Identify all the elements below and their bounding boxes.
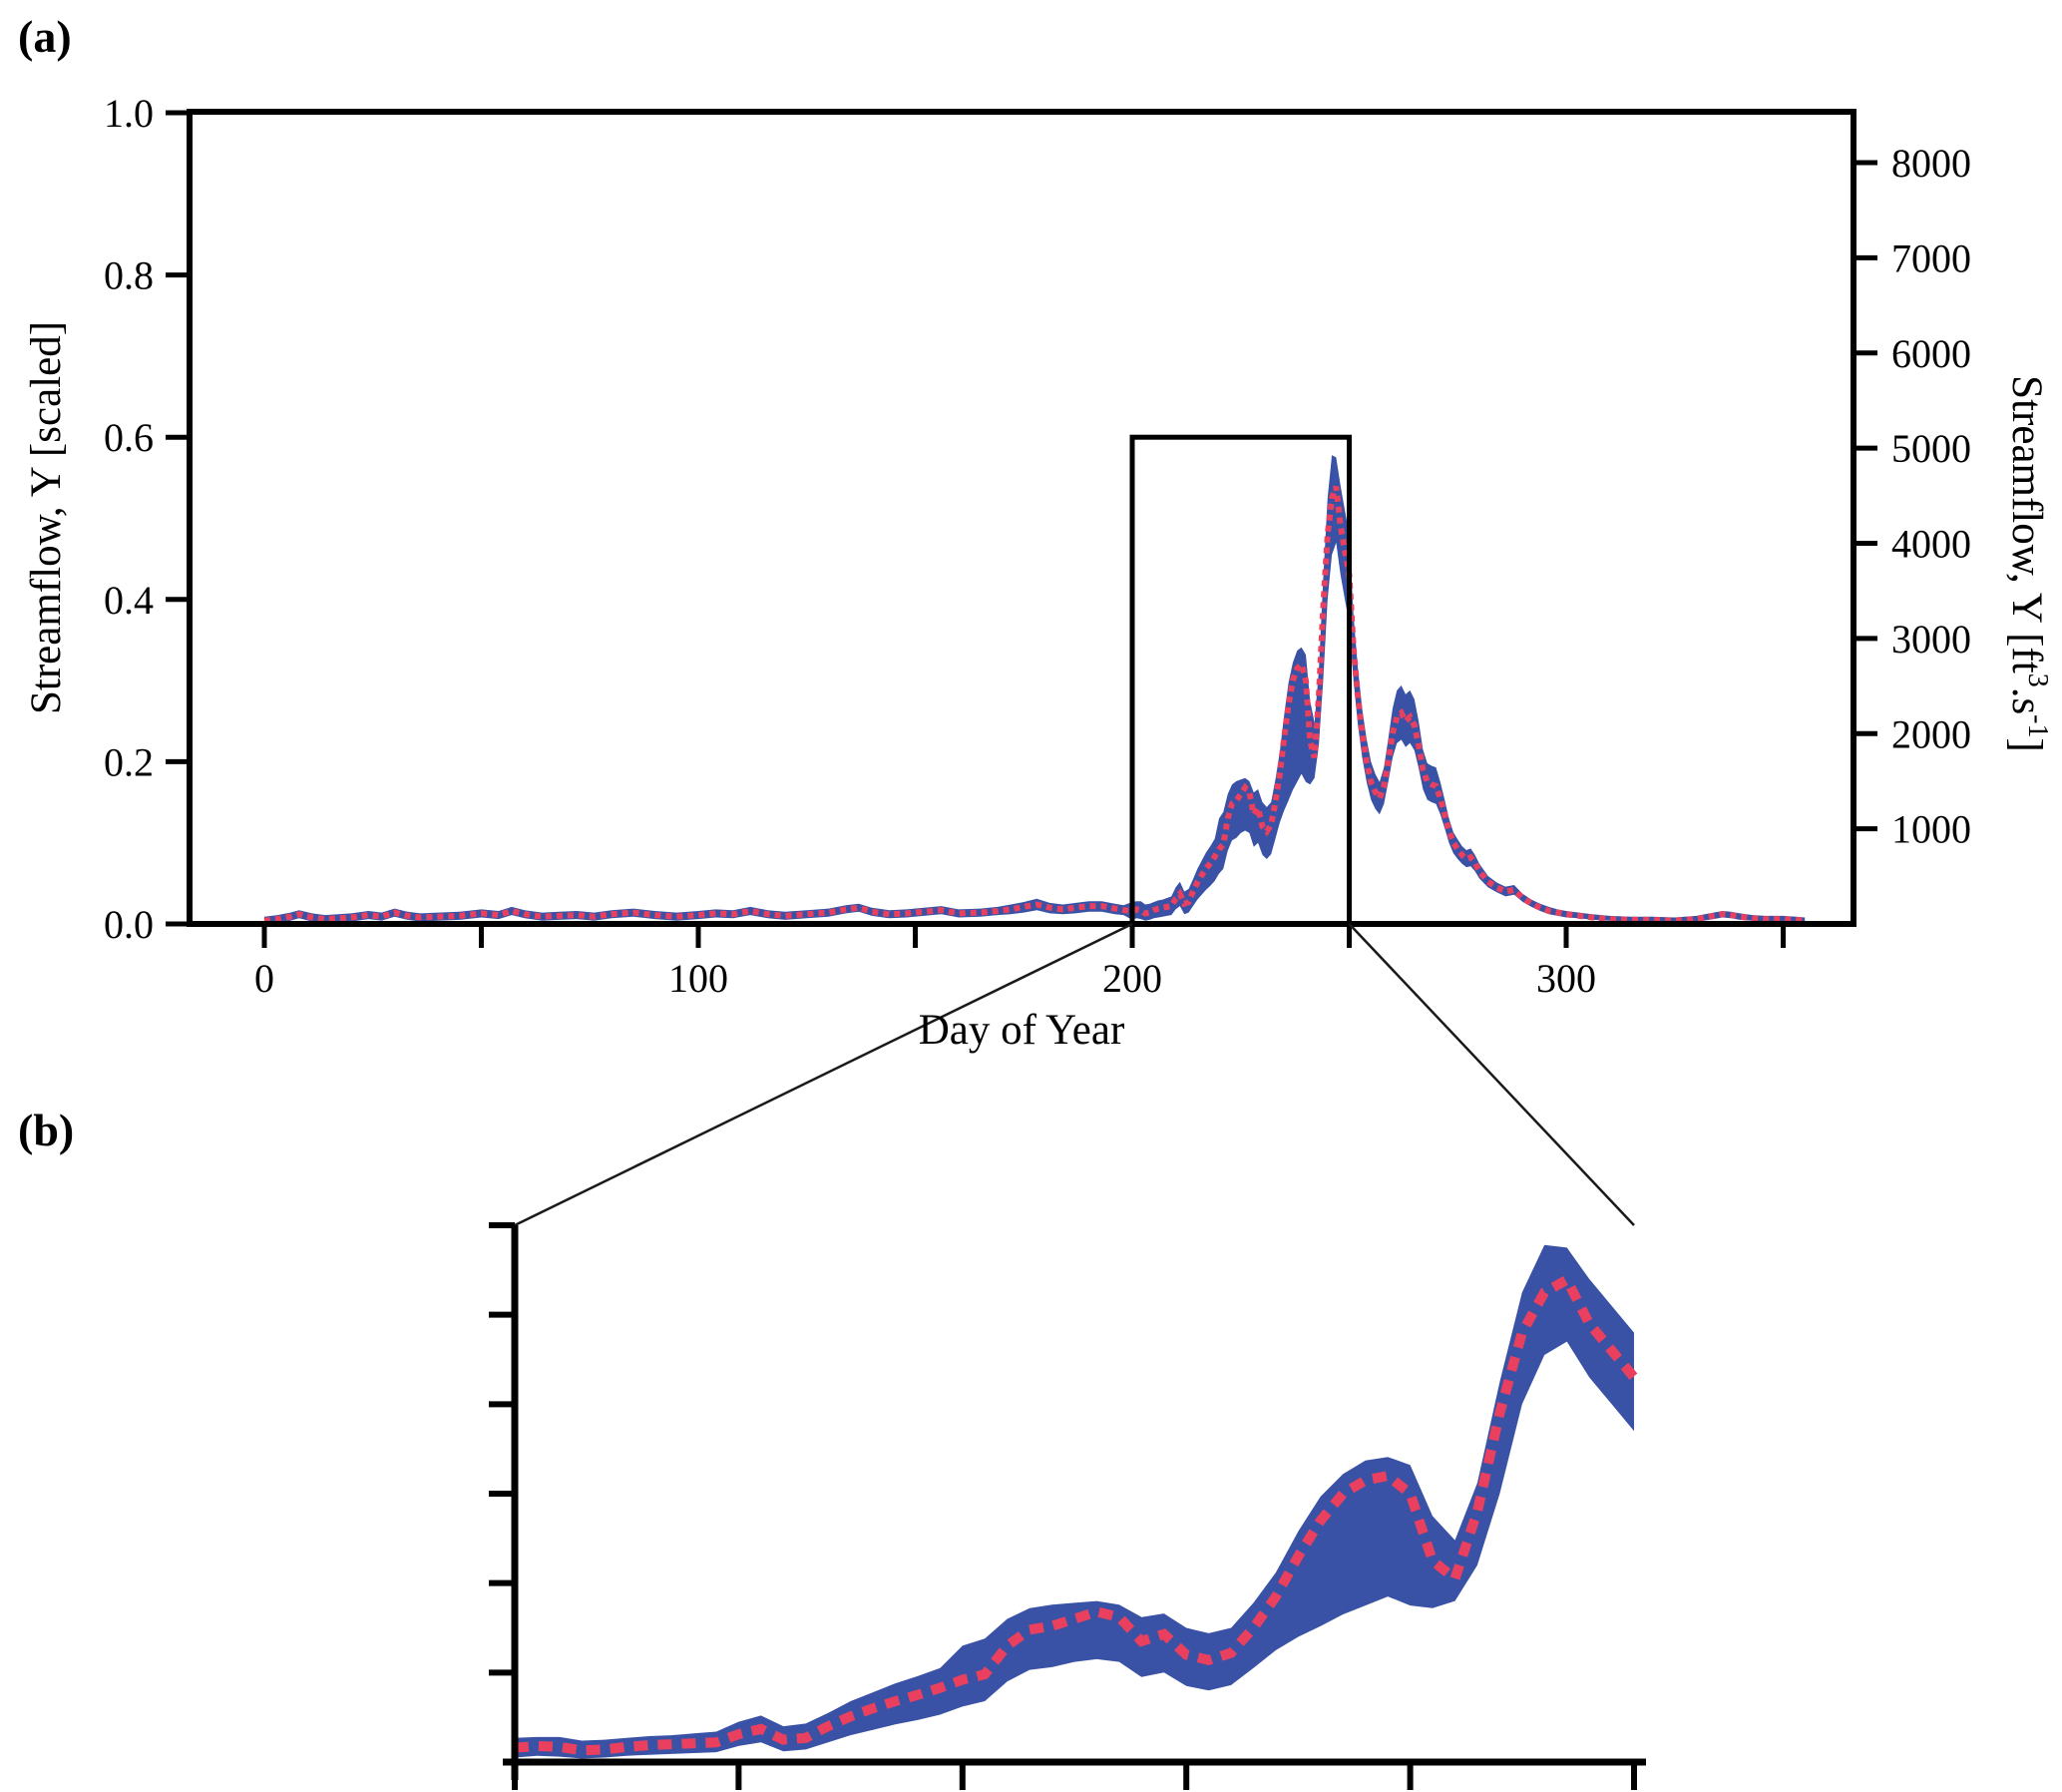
y-left-tick-label: 0.4 bbox=[104, 578, 154, 623]
x-tick-label: 100 bbox=[668, 956, 728, 1001]
right-axis-title-text: Streamflow, Y [ft bbox=[2003, 375, 2050, 673]
panel-a-tick-labels: 0 100 200 300 0.0 0.2 0.4 0.6 0.8 1.0 1000 2000 3000… bbox=[104, 91, 1971, 1001]
y-right-tick-label: 6000 bbox=[1891, 331, 1971, 376]
panel-a-axes bbox=[166, 109, 1877, 948]
right-axis-title-text: .s bbox=[2003, 687, 2050, 714]
y-right-tick-label: 8000 bbox=[1891, 141, 1971, 186]
y-right-tick-label: 7000 bbox=[1891, 235, 1971, 280]
panel-a-median-dotted-line bbox=[263, 485, 1806, 924]
y-right-tick-label: 4000 bbox=[1891, 522, 1971, 567]
zoom-region-rectangle bbox=[1129, 434, 1352, 927]
panel-b-axes bbox=[489, 1221, 1646, 1790]
left-y-axis-title: Streamflow, Y [scaled] bbox=[23, 321, 70, 714]
y-right-tick-label: 3000 bbox=[1891, 617, 1971, 662]
zoom-connector-left-line bbox=[514, 922, 1133, 1227]
x-tick-label: 0 bbox=[254, 956, 274, 1001]
right-axis-title-superscript: -1 bbox=[2022, 714, 2053, 737]
panel-a-label: (a) bbox=[18, 11, 72, 62]
panel-b-uncertainty-band bbox=[515, 1244, 1634, 1759]
y-left-tick-label: 0.2 bbox=[104, 739, 154, 784]
y-left-tick-label: 0.6 bbox=[104, 415, 154, 460]
y-left-tick-label: 1.0 bbox=[104, 91, 154, 136]
x-axis-title: Day of Year bbox=[919, 1007, 1125, 1054]
x-tick-label: 200 bbox=[1102, 956, 1162, 1001]
x-tick-label: 300 bbox=[1536, 956, 1596, 1001]
panel-a-uncertainty-band bbox=[264, 455, 1806, 924]
right-y-axis-title: Streamflow, Y [ft3.s-1] bbox=[2003, 375, 2053, 752]
panel-a-plot-box bbox=[187, 109, 1856, 927]
y-right-tick-label: 2000 bbox=[1891, 711, 1971, 756]
y-left-tick-label: 0.0 bbox=[104, 902, 154, 947]
zoom-connector-right-line bbox=[1348, 923, 1635, 1226]
panel-b-label: (b) bbox=[18, 1105, 74, 1155]
y-right-tick-label: 5000 bbox=[1891, 426, 1971, 471]
right-axis-title-text: ] bbox=[2003, 738, 2050, 752]
y-left-tick-label: 0.8 bbox=[104, 253, 154, 298]
right-axis-title-superscript: 3 bbox=[2022, 673, 2053, 687]
y-right-tick-label: 1000 bbox=[1891, 807, 1971, 852]
